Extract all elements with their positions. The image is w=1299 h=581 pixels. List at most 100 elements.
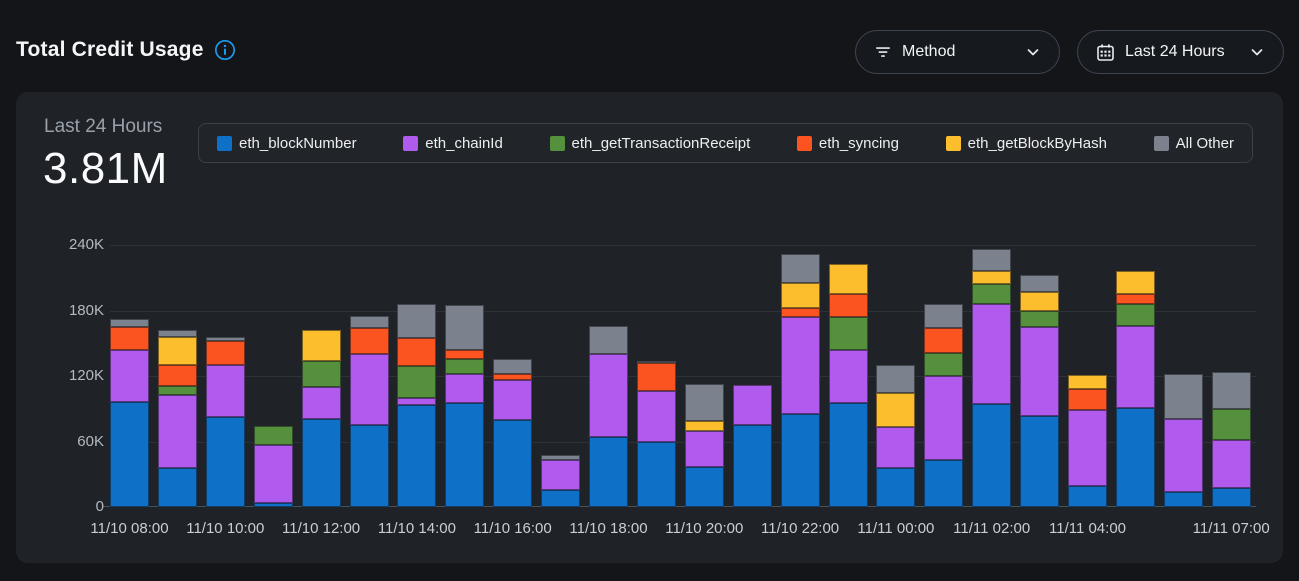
- bar-segment-eth_getBlockByHash: [1068, 375, 1107, 389]
- bar-11/11 03:00[interactable]: [1020, 275, 1059, 507]
- bar-segment-eth_syncing: [158, 365, 197, 386]
- bar-segment-eth_getTransactionReceipt: [924, 353, 963, 376]
- bar-11/10 15:00[interactable]: [445, 305, 484, 507]
- bar-segment-eth_blockNumber: [110, 402, 149, 507]
- time-range-label: Last 24 Hours: [1125, 43, 1225, 61]
- bar-11/10 08:00[interactable]: [110, 319, 149, 507]
- bar-segment-eth_syncing: [637, 363, 676, 391]
- y-axis-tick-label: 0: [46, 498, 104, 515]
- bar-segment-eth_getBlockByHash: [781, 283, 820, 308]
- bar-segment-eth_blockNumber: [1164, 492, 1203, 507]
- bar-segment-eth_blockNumber: [541, 490, 580, 507]
- y-axis-tick-label: 180K: [46, 302, 104, 319]
- bar-segment-eth_chainId: [302, 387, 341, 419]
- bar-segment-eth_getTransactionReceipt: [445, 359, 484, 374]
- bar-segment-eth_blockNumber: [637, 442, 676, 508]
- bar-segment-eth_chainId: [541, 460, 580, 489]
- bar-11/10 12:00[interactable]: [302, 330, 341, 507]
- chevron-down-icon: [1249, 44, 1265, 60]
- bar-11/10 18:00[interactable]: [589, 326, 628, 507]
- bar-segment-eth_blockNumber: [206, 417, 245, 507]
- x-axis-tick-label: 11/10 08:00: [90, 520, 168, 537]
- bar-segment-eth_blockNumber: [302, 419, 341, 507]
- bar-segment-All Other: [972, 249, 1011, 271]
- time-range-dropdown[interactable]: Last 24 Hours: [1077, 30, 1284, 74]
- bar-segment-eth_chainId: [1020, 327, 1059, 417]
- bar-segment-eth_chainId: [637, 391, 676, 441]
- filter-lines-icon: [874, 43, 892, 61]
- info-icon[interactable]: [214, 39, 236, 61]
- bar-segment-All Other: [350, 316, 389, 328]
- bar-11/11 00:00[interactable]: [876, 365, 915, 507]
- bar-segment-All Other: [1164, 374, 1203, 419]
- x-axis-tick-label: 11/10 12:00: [282, 520, 360, 537]
- bar-11/11 02:00[interactable]: [972, 249, 1011, 507]
- x-axis-tick-label: 11/10 10:00: [186, 520, 264, 537]
- bar-segment-eth_chainId: [876, 427, 915, 467]
- bar-segment-eth_getBlockByHash: [1020, 292, 1059, 311]
- bar-segment-eth_chainId: [733, 385, 772, 425]
- bar-11/10 09:00[interactable]: [158, 330, 197, 507]
- bar-segment-eth_getBlockByHash: [829, 264, 868, 295]
- bar-segment-eth_blockNumber: [685, 467, 724, 507]
- bar-segment-All Other: [110, 319, 149, 327]
- bar-segment-eth_chainId: [1212, 440, 1251, 488]
- bar-11/10 17:00[interactable]: [541, 455, 580, 507]
- bar-segment-eth_syncing: [781, 308, 820, 317]
- bar-segment-eth_chainId: [685, 431, 724, 467]
- bar-segment-eth_blockNumber: [972, 404, 1011, 507]
- bar-segment-eth_getTransactionReceipt: [302, 361, 341, 387]
- bar-segment-eth_syncing: [1116, 294, 1155, 304]
- bar-11/11 07:00[interactable]: [1212, 372, 1251, 507]
- bar-11/10 10:00[interactable]: [206, 337, 245, 507]
- bar-segment-eth_chainId: [1116, 326, 1155, 408]
- bar-segment-eth_blockNumber: [829, 403, 868, 507]
- bar-11/11 01:00[interactable]: [924, 304, 963, 507]
- bar-11/10 21:00[interactable]: [733, 385, 772, 507]
- bar-11/10 16:00[interactable]: [493, 359, 532, 507]
- bar-segment-eth_getBlockByHash: [876, 393, 915, 427]
- bar-11/10 19:00[interactable]: [637, 361, 676, 507]
- bar-segment-All Other: [445, 305, 484, 350]
- bar-segment-eth_blockNumber: [158, 468, 197, 507]
- bar-segment-eth_chainId: [350, 354, 389, 425]
- gridline: [110, 245, 1256, 246]
- plot-area: [110, 245, 1256, 507]
- page-title: Total Credit Usage: [16, 38, 204, 62]
- bar-11/11 05:00[interactable]: [1116, 271, 1155, 507]
- bar-11/10 11:00[interactable]: [254, 426, 293, 507]
- bar-segment-All Other: [397, 304, 436, 338]
- bar-11/10 14:00[interactable]: [397, 304, 436, 507]
- bar-segment-eth_getBlockByHash: [302, 330, 341, 361]
- bar-segment-eth_blockNumber: [493, 420, 532, 507]
- bar-segment-eth_chainId: [589, 354, 628, 437]
- bar-segment-eth_blockNumber: [924, 460, 963, 507]
- bar-segment-eth_getBlockByHash: [158, 337, 197, 365]
- bar-segment-eth_blockNumber: [781, 414, 820, 507]
- x-axis-tick-label: 11/10 20:00: [665, 520, 743, 537]
- bar-segment-eth_syncing: [397, 338, 436, 366]
- gridline: [110, 311, 1256, 312]
- bar-segment-eth_syncing: [1068, 389, 1107, 410]
- bar-segment-All Other: [493, 359, 532, 374]
- bar-segment-eth_getTransactionReceipt: [1116, 304, 1155, 326]
- top-bar: Total Credit Usage Method: [0, 0, 1299, 92]
- bar-segment-eth_getTransactionReceipt: [972, 284, 1011, 304]
- x-axis-tick-label: 11/10 22:00: [761, 520, 839, 537]
- x-axis-tick-label: 11/10 16:00: [474, 520, 552, 537]
- bar-11/10 23:00[interactable]: [829, 264, 868, 507]
- method-filter-dropdown[interactable]: Method: [855, 30, 1060, 74]
- bar-11/10 22:00[interactable]: [781, 254, 820, 507]
- bar-11/10 13:00[interactable]: [350, 316, 389, 507]
- bar-segment-eth_getBlockByHash: [1116, 271, 1155, 294]
- bar-segment-eth_getTransactionReceipt: [829, 317, 868, 350]
- bar-segment-eth_blockNumber: [350, 425, 389, 507]
- bar-segment-eth_blockNumber: [589, 437, 628, 507]
- credit-usage-card: Last 24 Hours 3.81M eth_blockNumbereth_c…: [16, 92, 1283, 563]
- bar-segment-eth_syncing: [350, 328, 389, 354]
- bar-11/10 20:00[interactable]: [685, 384, 724, 507]
- page-title-row: Total Credit Usage: [16, 38, 236, 62]
- bar-11/11 06:00[interactable]: [1164, 374, 1203, 507]
- bar-segment-eth_blockNumber: [254, 503, 293, 507]
- bar-11/11 04:00[interactable]: [1068, 375, 1107, 507]
